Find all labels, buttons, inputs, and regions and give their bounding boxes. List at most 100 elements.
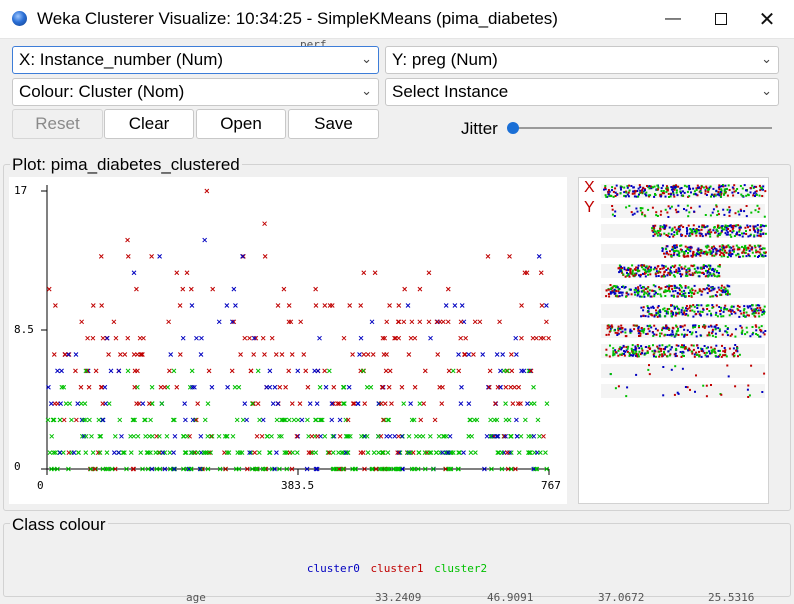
attribute-dot — [675, 312, 678, 315]
attribute-dot — [633, 291, 636, 294]
attribute-dot — [666, 185, 668, 188]
scatter-plot-svg[interactable] — [9, 177, 567, 504]
attribute-dot — [698, 326, 700, 329]
attribute-dot — [671, 326, 674, 329]
data-point — [98, 384, 104, 390]
attribute-dot — [667, 192, 670, 195]
attribute-dot — [641, 189, 643, 192]
data-point — [495, 433, 501, 439]
attribute-dot — [640, 330, 643, 333]
reset-button[interactable]: Reset — [12, 109, 103, 139]
legend-cluster1[interactable]: cluster1 — [370, 562, 424, 575]
attribute-matrix-panel[interactable]: X Y — [578, 177, 769, 504]
attribute-dot — [681, 194, 684, 197]
attribute-dot — [741, 195, 744, 198]
attribute-matrix-svg[interactable] — [579, 178, 768, 503]
attribute-dot — [736, 188, 739, 190]
attribute-dot — [682, 226, 685, 228]
data-point — [291, 417, 297, 423]
clear-button[interactable]: Clear — [104, 109, 194, 139]
attribute-dot — [695, 351, 698, 354]
attribute-dot — [722, 310, 725, 313]
data-point — [415, 466, 421, 472]
attribute-dot — [618, 271, 621, 274]
minimize-icon[interactable]: — — [665, 10, 681, 27]
data-point — [210, 286, 216, 292]
attribute-dot — [676, 194, 679, 197]
attribute-dot — [762, 310, 765, 313]
attribute-dot — [658, 347, 661, 350]
attribute-dot — [677, 329, 680, 332]
attribute-bar[interactable] — [601, 364, 765, 378]
attribute-dot — [675, 231, 678, 234]
data-point — [47, 450, 53, 456]
close-icon[interactable]: ✕ — [758, 8, 776, 31]
scatter-plot[interactable]: 17 8.5 0 0 383.5 767 — [9, 177, 567, 504]
data-point — [322, 303, 328, 308]
attribute-dot — [746, 388, 749, 391]
attribute-dot — [715, 304, 718, 307]
attribute-dot — [720, 225, 723, 228]
attribute-dot — [763, 312, 765, 315]
attribute-dot — [643, 353, 646, 356]
attribute-dot — [726, 284, 729, 287]
legend-cluster0[interactable]: cluster0 — [306, 562, 360, 575]
attribute-bars[interactable] — [601, 184, 767, 398]
data-point — [536, 254, 542, 259]
attribute-dot — [692, 254, 695, 257]
attribute-dot — [733, 190, 736, 193]
y-axis-select[interactable]: Y: preg (Num) ⌄ — [385, 46, 779, 74]
attribute-dot — [605, 333, 608, 336]
attribute-dot — [693, 210, 696, 213]
background-value: 46.9091 — [487, 591, 534, 604]
attribute-bar[interactable] — [601, 224, 765, 238]
attribute-dot — [718, 306, 721, 308]
attribute-dot — [759, 335, 762, 338]
attribute-dot — [659, 213, 662, 216]
attribute-dot — [756, 227, 759, 230]
attribute-dot — [731, 353, 734, 356]
data-point — [272, 384, 278, 390]
data-point — [544, 303, 549, 308]
legend-cluster2[interactable]: cluster2 — [434, 562, 488, 575]
attribute-dot — [632, 274, 635, 277]
attribute-dot — [717, 213, 720, 216]
colour-select[interactable]: Colour: Cluster (Nom) ⌄ — [12, 78, 379, 106]
data-point — [61, 384, 67, 390]
attribute-dot — [666, 274, 669, 277]
data-point — [352, 401, 357, 406]
data-point — [286, 368, 292, 374]
attribute-dot — [627, 293, 630, 296]
open-button[interactable]: Open — [196, 109, 286, 139]
data-point — [485, 254, 491, 259]
attribute-dot — [621, 327, 624, 329]
jitter-slider-thumb[interactable] — [507, 122, 519, 134]
maximize-icon[interactable] — [698, 0, 744, 38]
attribute-dot — [684, 245, 687, 248]
x-axis-select[interactable]: X: Instance_number (Num) ⌄ — [12, 46, 379, 74]
data-point — [75, 401, 81, 406]
attribute-dot — [686, 274, 689, 277]
attribute-bar[interactable] — [601, 384, 765, 398]
attribute-dot — [681, 325, 684, 328]
data-point — [331, 433, 337, 439]
attribute-dot — [691, 265, 694, 268]
attribute-dot — [655, 267, 658, 270]
attribute-dot — [740, 326, 743, 329]
save-button[interactable]: Save — [288, 109, 379, 139]
attribute-dot — [708, 248, 711, 251]
data-point — [428, 335, 433, 341]
attribute-dot — [683, 184, 686, 187]
attribute-dot — [756, 204, 759, 207]
select-instance-select[interactable]: Select Instance ⌄ — [385, 78, 779, 106]
data-point — [305, 417, 310, 423]
attribute-dot — [638, 335, 640, 337]
attribute-dot — [674, 314, 677, 317]
data-point — [528, 401, 534, 406]
attribute-dot — [688, 347, 691, 350]
attribute-dot — [663, 275, 666, 278]
jitter-slider-track[interactable] — [512, 127, 772, 129]
attribute-dot — [754, 209, 757, 212]
attribute-dot — [727, 184, 730, 187]
data-point — [233, 303, 238, 308]
